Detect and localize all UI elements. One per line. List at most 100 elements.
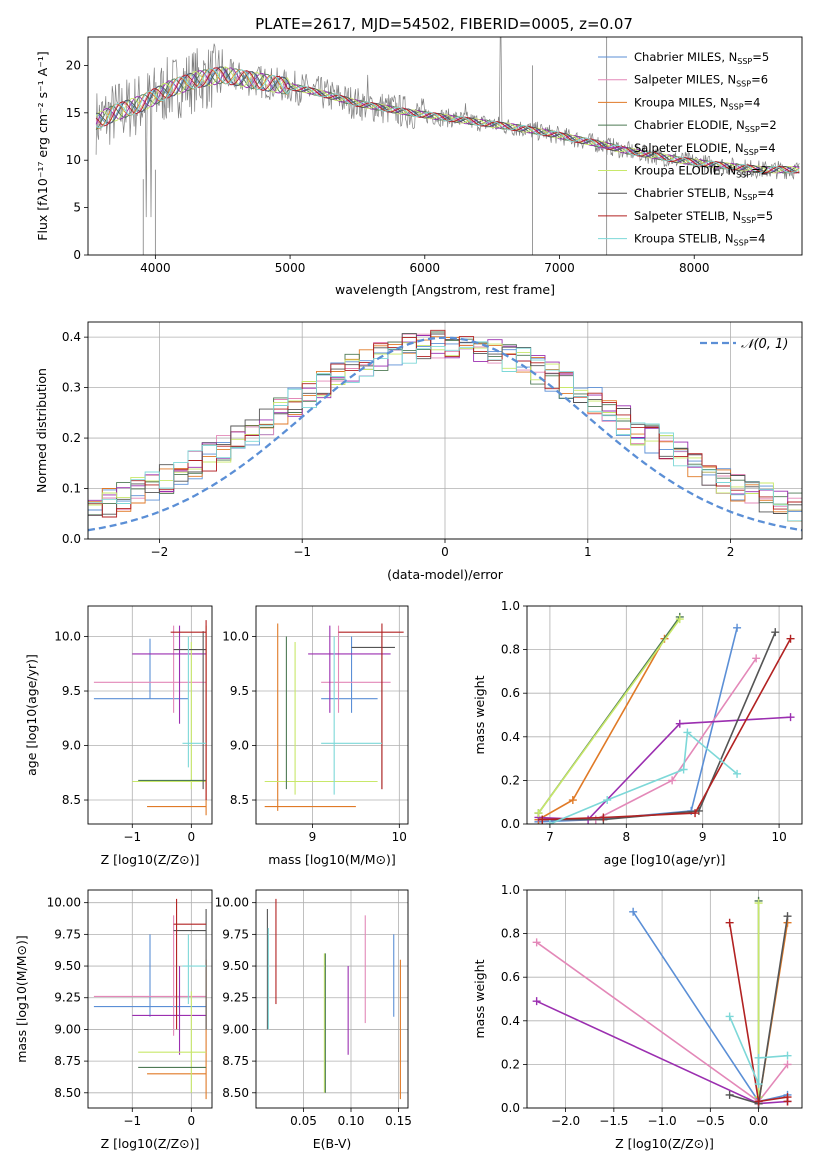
weight-marker [725, 1012, 734, 1021]
panel-weight_vs_Z: −2.0 −1.5 −1.0 −0.5 0.0 0.0 0.2 0.4 0.6 0.8 1.0 Z [… [472, 883, 803, 1151]
gaussian-curve [88, 336, 802, 532]
y-tick-label: 0.6 [501, 686, 520, 700]
y-tick-label: 0.3 [62, 381, 81, 395]
axes-frame-spectrum [87, 36, 803, 256]
legend-entry: Chabrier ELODIE, NSSP=2 [634, 118, 777, 134]
panel-age_vs_mass: 9 10 8.5 9.0 9.5 10.0 mass [log10(M/M⊙)] [222, 605, 409, 867]
x-tick-label: −2 [151, 545, 169, 559]
x-tick-label: 8 [622, 830, 630, 844]
plot-area-weight_vs_Z [532, 896, 792, 1108]
weight-marker [603, 796, 612, 805]
x-axis-label: wavelength [Angstrom, rest frame] [335, 282, 555, 297]
x-tick-label: 9 [699, 830, 707, 844]
weight-marker [668, 776, 677, 785]
y-tick-label: 9.00 [54, 1022, 81, 1036]
x-axis-label: Z [log10(Z/Z⊙)] [101, 852, 200, 867]
weight-marker [683, 728, 692, 737]
x-tick-label: 0 [188, 830, 196, 844]
x-tick-label: 5000 [275, 261, 306, 275]
x-tick-label: 0.05 [290, 1114, 317, 1128]
y-tick-label: 1.0 [501, 599, 520, 613]
x-tick-label: −1.0 [648, 1114, 677, 1128]
y-tick-label: 8.50 [222, 1086, 249, 1100]
y-axis-label: age [log10(age/yr)] [24, 654, 39, 776]
y-tick-label: 0.0 [501, 817, 520, 831]
y-tick-label: 9.25 [54, 991, 81, 1005]
weight-marker [754, 1053, 763, 1062]
weight-marker [679, 765, 688, 774]
weight-marker [568, 796, 577, 805]
weight-marker [532, 938, 541, 947]
weight-marker [733, 623, 742, 632]
axes-frame-mass_vs_Z [87, 889, 213, 1109]
panel-mass_vs_EBV: 0.05 0.10 0.15 8.50 8.75 9.00 9.25 9.50 9.75 10.0… [215, 889, 412, 1151]
y-axis-label: mass weight [472, 959, 487, 1038]
panel-weight_vs_age: 7 8 9 10 0.0 0.2 0.4 0.6 0.8 1.0 age [log10(age/yr… [472, 599, 803, 867]
weight-marker [783, 1097, 792, 1106]
legend-entry: Salpeter MILES, NSSP=6 [634, 73, 768, 89]
weight-marker [754, 1080, 763, 1089]
legend-entry: Salpeter STELIB, NSSP=5 [634, 209, 773, 225]
x-tick-label: −0.5 [696, 1114, 725, 1128]
weight-marker [783, 1060, 792, 1069]
x-tick-label: 10 [392, 830, 407, 844]
x-tick-label: 7 [546, 830, 554, 844]
plot-area-mass_vs_EBV [266, 898, 401, 1100]
x-axis-label: Z [log10(Z/Z⊙)] [615, 1136, 714, 1151]
y-tick-label: 9.0 [62, 739, 81, 753]
weight-marker [771, 628, 780, 637]
plot-area-age_vs_Z [93, 620, 207, 816]
weight-marker [725, 918, 734, 927]
axes-frame-weight_vs_Z [526, 889, 803, 1109]
weight-marker [675, 719, 684, 728]
x-axis-label: E(B-V) [313, 1136, 352, 1151]
y-tick-label: 9.75 [54, 927, 81, 941]
weight-series-line [728, 1016, 788, 1085]
x-axis-label: age [log10(age/yr)] [604, 852, 726, 867]
weight-marker [534, 809, 543, 818]
histogram-series [88, 329, 802, 539]
histogram-series [88, 341, 802, 539]
weight-marker [733, 769, 742, 778]
legend-entry: Salpeter ELODIE, NSSP=4 [634, 141, 776, 157]
y-tick-label: 10 [66, 153, 81, 167]
y-tick-label: 20 [66, 58, 81, 72]
figure-title: PLATE=2617, MJD=54502, FIBERID=0005, z=0… [255, 15, 633, 33]
weight-marker [675, 615, 684, 624]
weight-marker [691, 809, 700, 818]
axes-frame-age_vs_mass [255, 605, 409, 825]
x-tick-label: 0.0 [749, 1114, 768, 1128]
weight-marker [752, 654, 761, 663]
y-tick-label: 0.6 [501, 970, 520, 984]
x-tick-label: 7000 [544, 261, 575, 275]
y-tick-label: 10.00 [215, 896, 249, 910]
y-tick-label: 10.0 [222, 630, 249, 644]
y-tick-label: 9.75 [222, 927, 249, 941]
y-tick-label: 10.0 [54, 630, 81, 644]
y-tick-label: 9.00 [222, 1022, 249, 1036]
y-axis-label: Flux [fλ10⁻¹⁷ erg cm⁻² s⁻¹ A⁻¹] [35, 51, 50, 240]
panel-spectrum: 4000 5000 6000 7000 8000 0 5 10 15 20 wavelength [… [35, 36, 803, 297]
plot-area-weight_vs_age [534, 612, 795, 824]
x-tick-label: 10 [771, 830, 786, 844]
y-tick-label: 1.0 [501, 883, 520, 897]
weight-marker [545, 820, 554, 824]
legend-entry: Chabrier STELIB, NSSP=4 [634, 186, 774, 202]
y-tick-label: 0.8 [501, 927, 520, 941]
y-tick-label: 15 [66, 106, 81, 120]
y-tick-label: 0.1 [62, 482, 81, 496]
x-tick-label: 9 [309, 830, 317, 844]
plot-area-spectrum [95, 37, 800, 255]
y-tick-label: 0.0 [62, 532, 81, 546]
weight-marker [599, 813, 608, 822]
y-tick-label: 9.5 [230, 684, 249, 698]
x-tick-label: −1 [293, 545, 311, 559]
y-tick-label: 5 [73, 201, 81, 215]
x-axis-label: mass [log10(M/M⊙)] [268, 852, 396, 867]
x-tick-label: 2 [727, 545, 735, 559]
weight-marker [783, 912, 792, 921]
weight-marker [725, 1090, 734, 1099]
y-tick-label: 9.50 [54, 959, 81, 973]
y-tick-label: 0.0 [501, 1101, 520, 1115]
y-tick-label: 0.4 [62, 330, 81, 344]
